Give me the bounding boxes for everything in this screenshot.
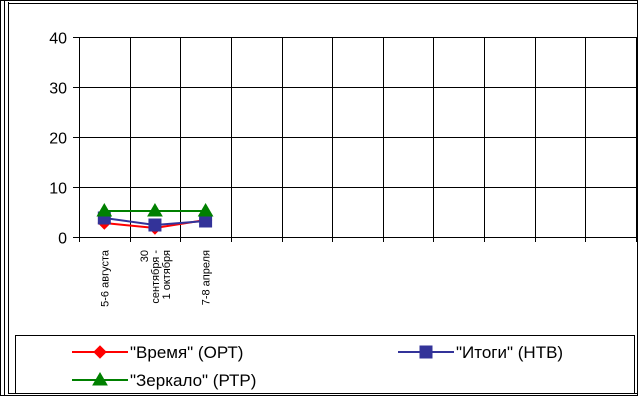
legend-label: "Итоги" (НТВ) xyxy=(456,343,563,362)
y-tick-label: 30 xyxy=(49,81,67,98)
x-tick-label-line: сентября - xyxy=(150,250,162,304)
x-tick-label-line: 7-8 апреля xyxy=(201,250,213,305)
legend: "Время" (ОРТ) "Итоги" (НТВ) "Зеркало" (РТР… xyxy=(15,335,635,394)
y-tick-label: 40 xyxy=(49,31,67,48)
x-tick-labels: 5-6 августа 30 сентября -1 октября 7-8 апре… xyxy=(99,249,212,307)
x-tick-label-line: 30 xyxy=(139,250,151,262)
y-tick-labels: 0 10 20 30 40 xyxy=(49,31,67,248)
data-point xyxy=(199,214,213,228)
x-tick-label: 5-6 августа xyxy=(99,249,111,307)
gridlines xyxy=(79,37,637,242)
x-tick-label: 7-8 апреля xyxy=(201,250,213,305)
x-tick-label-line: 5-6 августа xyxy=(99,249,111,307)
legend-box xyxy=(15,335,635,394)
y-tick-label: 20 xyxy=(49,131,67,148)
legend-item: "Итоги" (НТВ) xyxy=(398,343,563,362)
data-point xyxy=(147,203,163,217)
y-tick-label: 10 xyxy=(49,181,67,198)
legend-marker xyxy=(93,345,107,359)
data-point xyxy=(96,203,113,217)
legend-label: "Зеркало" (РТР) xyxy=(130,371,256,390)
legend-item: "Время" (ОРТ) xyxy=(72,343,243,362)
legend-item: "Зеркало" (РТР) xyxy=(72,371,256,390)
series-3 xyxy=(96,203,214,217)
legend-label: "Время" (ОРТ) xyxy=(130,343,243,362)
x-tick-label-line: 1 октября xyxy=(161,250,173,300)
axes xyxy=(73,37,636,242)
data-point xyxy=(148,218,162,232)
y-tick-label: 0 xyxy=(58,231,67,248)
x-tick-label: 30 сентября -1 октября xyxy=(139,250,173,304)
data-point xyxy=(197,203,214,217)
legend-marker xyxy=(92,372,108,386)
series-group xyxy=(96,203,214,235)
legend-marker xyxy=(419,345,433,359)
